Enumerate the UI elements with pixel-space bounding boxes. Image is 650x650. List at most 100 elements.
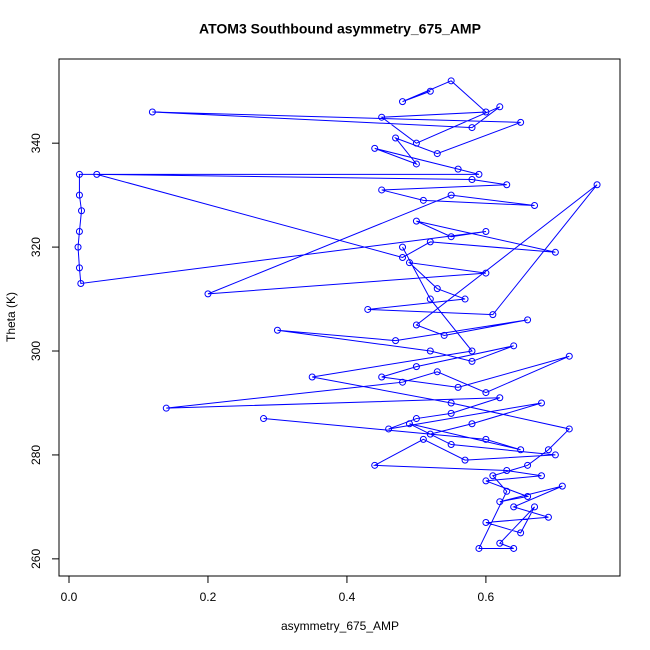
data-point — [433, 150, 441, 158]
data-point — [565, 352, 573, 360]
x-tick-label: 0.0 — [61, 590, 78, 604]
data-point — [468, 176, 476, 184]
data-point — [440, 331, 448, 339]
y-tick-label: 260 — [29, 549, 43, 569]
data-point — [447, 399, 455, 407]
data-point — [531, 503, 539, 511]
data-point — [510, 544, 518, 552]
data-point — [75, 228, 83, 236]
data-point — [461, 456, 469, 464]
data-point — [489, 472, 497, 480]
data-point — [510, 342, 518, 350]
data-point — [468, 420, 476, 428]
data-point — [496, 394, 504, 402]
data-point — [399, 378, 407, 386]
data-point — [426, 238, 434, 246]
data-point — [433, 285, 441, 293]
data-point — [482, 518, 490, 526]
data-point — [308, 373, 316, 381]
data-point — [482, 108, 490, 116]
data-point — [517, 446, 525, 454]
data-point — [517, 529, 525, 537]
data-line — [77, 80, 598, 549]
data-point — [399, 98, 407, 106]
data-point — [412, 139, 420, 147]
y-tick-label: 280 — [29, 445, 43, 465]
data-point — [412, 363, 420, 371]
data-point — [405, 259, 413, 267]
data-point — [475, 170, 483, 178]
data-point — [489, 311, 497, 319]
data-point — [405, 420, 413, 428]
data-point — [75, 191, 83, 199]
data-point — [260, 415, 268, 423]
data-point — [544, 446, 552, 454]
data-point — [77, 279, 85, 287]
data-point — [482, 435, 490, 443]
data-point — [468, 124, 476, 132]
data-point — [412, 321, 420, 329]
data-point — [75, 170, 83, 178]
y-tick-label: 300 — [29, 341, 43, 361]
data-point — [426, 87, 434, 95]
data-point — [371, 461, 379, 469]
data-point — [419, 435, 427, 443]
data-point — [93, 170, 101, 178]
data-point — [558, 482, 566, 490]
data-point — [537, 399, 545, 407]
data-point — [468, 347, 476, 355]
data-point — [510, 503, 518, 511]
data-point — [75, 264, 83, 272]
data-point — [447, 233, 455, 241]
data-point — [565, 425, 573, 433]
data-point — [78, 207, 86, 215]
data-point — [544, 513, 552, 521]
data-point — [392, 134, 400, 142]
data-point — [273, 326, 281, 334]
data-point — [482, 477, 490, 485]
data-point — [399, 243, 407, 251]
x-tick-label: 0.2 — [200, 590, 217, 604]
data-point — [496, 103, 504, 111]
data-point — [482, 389, 490, 397]
data-point — [524, 461, 532, 469]
data-point — [412, 217, 420, 225]
data-point — [503, 181, 511, 189]
data-point — [412, 415, 420, 423]
data-point — [461, 295, 469, 303]
data-point — [551, 451, 559, 459]
data-point — [482, 228, 490, 236]
data-point — [531, 202, 539, 210]
data-point — [378, 373, 386, 381]
data-point — [204, 290, 212, 298]
x-tick-label: 0.4 — [339, 590, 356, 604]
data-point — [503, 467, 511, 475]
data-point — [517, 118, 525, 126]
data-point — [148, 108, 156, 116]
data-point — [426, 295, 434, 303]
data-point — [482, 269, 490, 277]
y-tick-label: 320 — [29, 237, 43, 257]
data-point — [378, 113, 386, 121]
data-point — [524, 493, 532, 501]
data-point — [524, 316, 532, 324]
data-point — [447, 77, 455, 85]
data-point — [454, 165, 462, 173]
x-axis-label: asymmetry_675_AMP — [281, 619, 399, 633]
data-point — [399, 253, 407, 261]
data-point — [392, 337, 400, 345]
data-point — [412, 160, 420, 168]
data-point — [503, 487, 511, 495]
data-point — [551, 248, 559, 256]
data-point — [447, 191, 455, 199]
data-point — [537, 472, 545, 480]
data-point — [74, 243, 82, 251]
data-point — [371, 144, 379, 152]
data-point — [496, 498, 504, 506]
y-tick-label: 340 — [29, 133, 43, 153]
plot-frame — [58, 58, 621, 577]
data-point — [475, 544, 483, 552]
x-tick-label: 0.6 — [478, 590, 495, 604]
data-point — [385, 425, 393, 433]
